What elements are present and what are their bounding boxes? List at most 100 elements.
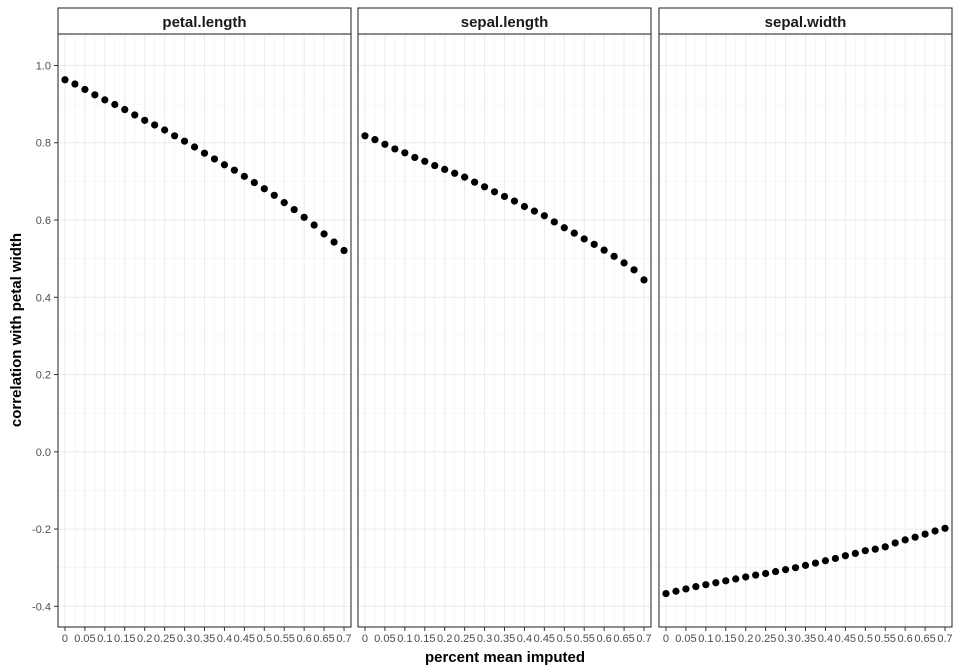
data-point [101,96,109,104]
y-tick-label: 0.4 [36,292,51,304]
data-point [480,183,489,191]
x-tick-label: 0.3 [177,633,192,645]
x-tick-label: 0.1 [698,633,713,645]
data-point [941,524,949,532]
data-point [911,533,919,541]
y-tick-label: 0.6 [36,215,51,227]
data-point [71,80,79,88]
data-point [801,561,810,569]
x-tick-label: 0 [62,633,68,645]
x-tick-label: 0.25 [755,633,776,645]
x-tick-label: 0.6 [898,633,913,645]
y-tick-label: -0.2 [32,524,51,536]
data-point [490,188,499,196]
x-tick-label: 0.4 [517,633,532,645]
x-tick-label: 0.1 [397,633,412,645]
data-point [580,235,588,243]
data-point [471,178,479,186]
data-point [381,140,389,148]
x-tick-label: 0.15 [715,633,736,645]
data-point [161,126,169,134]
data-point [881,543,889,551]
data-point [811,559,820,567]
x-tick-label: 0.45 [835,633,856,645]
data-point [610,252,618,260]
data-point [620,259,628,267]
data-point [590,240,598,248]
data-point [260,185,268,193]
y-tick-label: -0.4 [32,601,51,613]
data-point [461,173,469,181]
data-point [91,91,99,99]
data-point [330,238,338,246]
data-point [190,143,199,151]
data-point [762,569,770,578]
data-point [431,161,439,170]
x-tick-label: 0.05 [74,633,95,645]
data-point [831,554,839,563]
x-tick-label: 0.25 [154,633,175,645]
data-point [270,191,278,199]
x-tick-label: 0.35 [194,633,215,645]
data-point [121,105,129,114]
x-tick-label: 0.65 [914,633,935,645]
x-tick-label: 0.3 [477,633,492,645]
data-point [310,221,318,229]
data-point [210,155,219,163]
data-point [111,100,119,109]
facet-strip-label: petal.length [162,14,246,31]
data-point [851,549,859,558]
x-tick-label: 0.3 [778,633,793,645]
data-point [151,121,159,129]
data-point [550,218,558,226]
data-point [752,571,760,579]
x-tick-label: 0.6 [597,633,612,645]
x-tick-label: 0.15 [414,633,435,645]
y-tick-label: 1.0 [36,60,51,72]
data-point [931,527,939,535]
data-point [441,165,449,174]
x-tick-label: 0.55 [875,633,896,645]
data-point [672,587,680,595]
data-point [391,145,399,153]
y-tick-label: 0.8 [36,138,51,150]
data-point [702,581,710,589]
data-point [230,166,238,174]
x-axis-title: percent mean imputed [425,649,585,666]
data-point [662,589,670,598]
data-point [742,573,750,581]
x-tick-label: 0 [362,633,368,645]
x-tick-label: 0.65 [613,633,634,645]
y-tick-label: 0.0 [36,447,51,459]
facet-strip [658,7,953,35]
x-tick-label: 0.5 [858,633,873,645]
x-tick-label: 0.05 [675,633,696,645]
facet-strip [57,7,352,35]
data-point [81,85,89,94]
x-tick-label: 0.2 [137,633,152,645]
data-point [570,229,578,237]
x-tick-label: 0.6 [297,633,312,645]
data-point [692,583,700,591]
data-point [500,192,509,201]
data-point [220,161,229,169]
data-point [250,178,258,187]
x-tick-label: 0.4 [217,633,232,645]
data-point [411,153,419,162]
data-point [340,246,348,255]
x-tick-label: 0.65 [313,633,334,645]
x-tick-label: 0.5 [257,633,272,645]
data-point [141,116,149,124]
data-point [682,585,690,593]
data-point [290,205,298,214]
data-point [421,157,429,165]
data-point [722,577,730,585]
data-point [640,276,648,284]
data-point [630,266,638,274]
x-tick-label: 0.7 [336,633,351,645]
data-point [61,76,69,84]
